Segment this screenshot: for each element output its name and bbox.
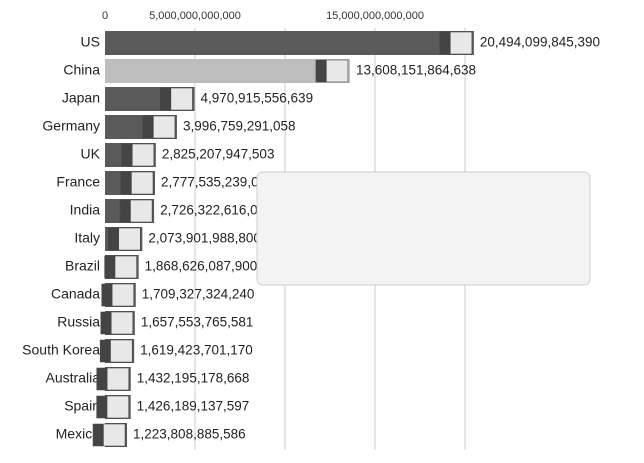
value-label: 2,073,901,988,800 (148, 231, 261, 246)
x-tick-label: 5,000,000,000,000 (149, 10, 241, 22)
category-label: US (81, 34, 100, 50)
value-label: 1,868,626,087,900 (145, 259, 258, 274)
flag-stripe (96, 396, 108, 418)
flag-stripe (120, 200, 131, 222)
flag-stripe (96, 368, 108, 390)
value-label: 2,825,207,947,503 (162, 147, 275, 162)
flag-stripe (93, 424, 104, 446)
value-label: 1,432,195,178,668 (137, 371, 250, 386)
category-label: Australia (46, 370, 101, 386)
flag-stripe (142, 116, 154, 138)
flag-stripe (121, 144, 133, 166)
flag-stripe (100, 340, 111, 362)
category-label: Japan (62, 90, 100, 106)
value-label: 1,426,189,137,597 (137, 399, 250, 414)
category-label: South Korea (22, 342, 100, 358)
flag-stripe (100, 312, 112, 334)
value-label: 1,657,553,765,581 (141, 315, 254, 330)
bar (105, 31, 474, 55)
category-label: UK (81, 146, 101, 162)
category-label: China (63, 62, 100, 78)
x-tick-label: 15,000,000,000,000 (326, 10, 424, 22)
x-tick-label: 0 (102, 10, 108, 22)
flag-stripe (101, 284, 113, 306)
value-label: 13,608,151,864,638 (356, 63, 476, 78)
flag-stripe (160, 88, 172, 110)
flag-stripe (315, 60, 327, 82)
value-label: 1,223,808,885,586 (133, 427, 246, 442)
category-label: Russia (57, 314, 100, 330)
category-label: Germany (42, 118, 100, 134)
bar (105, 59, 350, 83)
value-label: 2,777,535,239,000 (161, 175, 274, 190)
value-label: 2,726,322,616,000 (160, 203, 273, 218)
flag-stripe (439, 32, 451, 54)
category-label: Mexico (56, 426, 101, 442)
value-label: 3,996,759,291,058 (183, 119, 296, 134)
flag-stripe (108, 228, 119, 250)
value-label: 4,970,915,556,639 (200, 91, 313, 106)
value-label: 20,494,099,845,390 (480, 35, 600, 50)
value-label: 1,709,327,324,240 (142, 287, 255, 302)
category-label: Brazil (65, 258, 100, 274)
category-label: Canada (51, 286, 100, 302)
tooltip-panel (256, 171, 591, 286)
flag-stripe (104, 256, 116, 278)
category-label: Italy (74, 230, 100, 246)
flag-stripe (120, 172, 132, 194)
category-label: Spain (64, 398, 100, 414)
category-label: France (56, 174, 100, 190)
value-label: 1,619,423,701,170 (140, 343, 253, 358)
category-label: India (70, 202, 101, 218)
